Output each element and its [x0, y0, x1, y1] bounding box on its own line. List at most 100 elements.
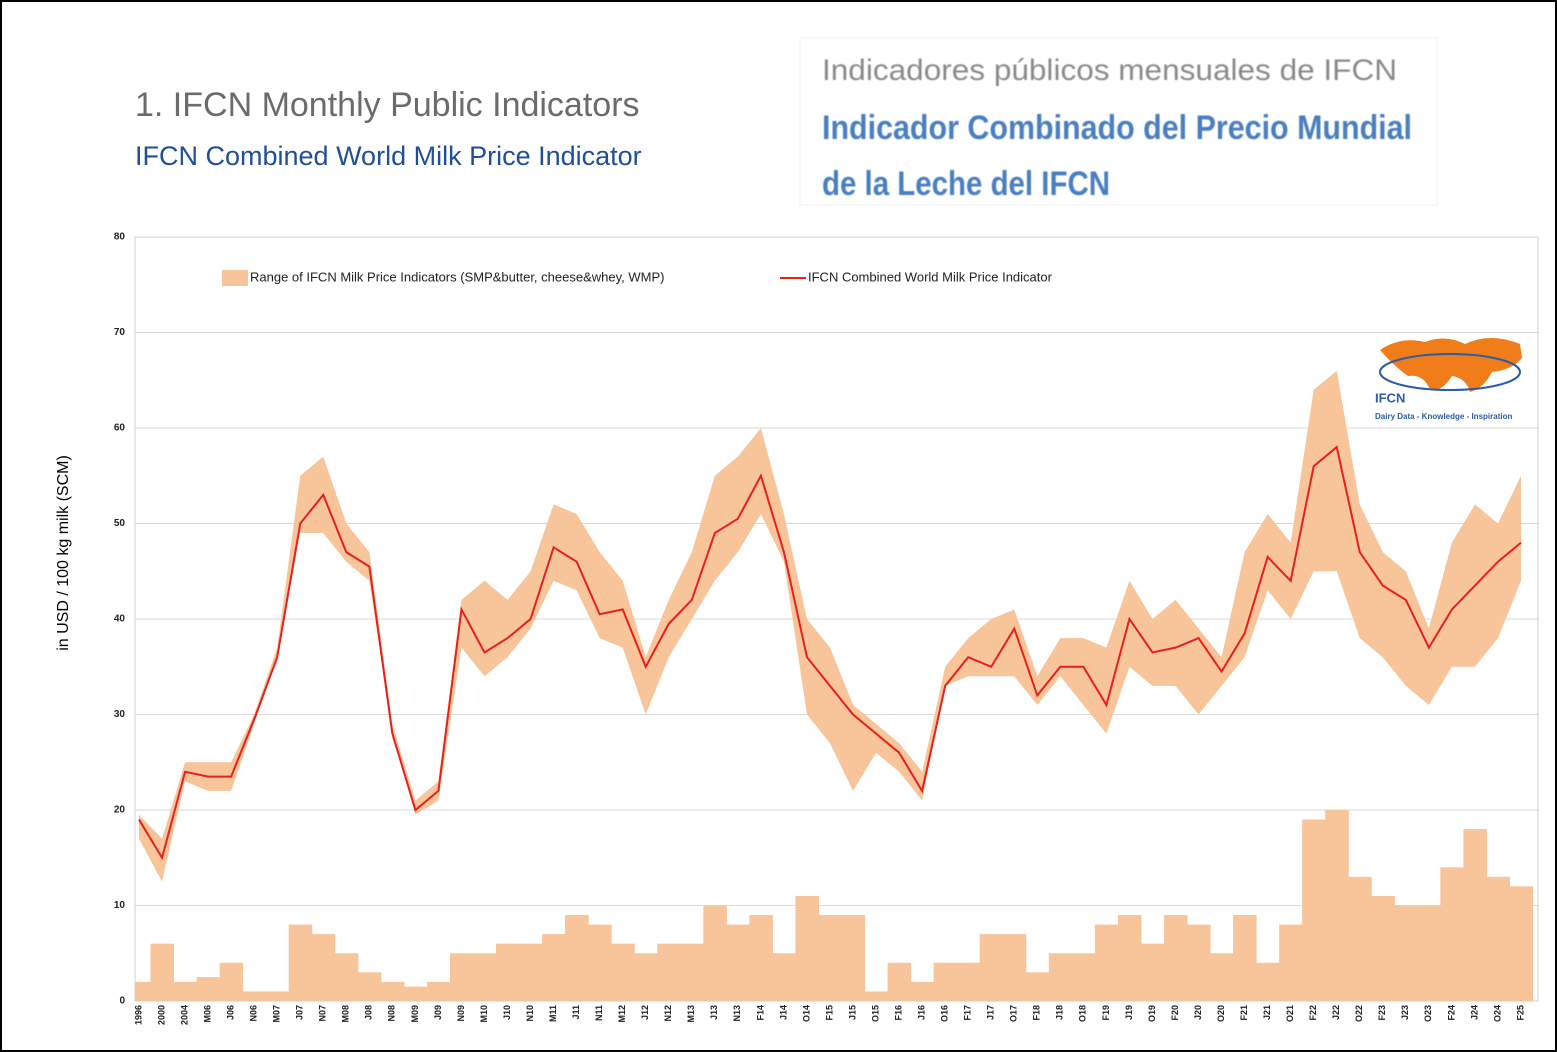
translation-line: de la Leche del IFCN	[822, 165, 1110, 203]
translation-box	[799, 37, 1438, 206]
x-tick-label: N06	[249, 1005, 259, 1022]
bar	[979, 934, 1004, 1001]
x-tick-label: M08	[341, 1005, 351, 1023]
x-tick-label: M10	[479, 1005, 489, 1023]
x-tick-label: J14	[778, 1005, 788, 1020]
bar	[334, 953, 359, 1001]
bar	[311, 934, 336, 1001]
x-tick-label: M07	[272, 1005, 282, 1023]
bar	[1440, 867, 1464, 1001]
x-tick-label: J06	[226, 1005, 236, 1020]
bar	[1233, 915, 1257, 1001]
bar	[426, 981, 451, 1001]
y-tick-label: 60	[114, 423, 126, 434]
x-tick-label: O21	[1285, 1005, 1295, 1022]
bar	[887, 962, 912, 1001]
bar	[933, 962, 958, 1001]
bar	[242, 991, 267, 1001]
x-tick-label: J24	[1469, 1005, 1479, 1020]
bar	[380, 981, 405, 1001]
x-tick-label: O15	[870, 1005, 880, 1022]
translation-line: Indicador Combinado del Precio Mundial	[822, 109, 1412, 147]
logo: IFCN Dairy Data - Knowledge - Inspiratio…	[1375, 338, 1522, 421]
x-tick-label: J21	[1262, 1005, 1272, 1020]
x-tick-label: F20	[1170, 1005, 1180, 1021]
bar	[542, 934, 566, 1001]
bar	[1163, 915, 1188, 1001]
bar	[680, 943, 704, 1001]
bar	[749, 915, 773, 1001]
bar	[150, 943, 175, 1001]
bar	[1279, 924, 1303, 1001]
bar	[219, 962, 244, 1001]
x-tick-label: F16	[893, 1005, 903, 1021]
bar	[1187, 924, 1211, 1001]
y-tick-label: 40	[114, 614, 126, 625]
y-tick-label: 0	[119, 996, 125, 1007]
bar	[634, 953, 658, 1001]
bar	[726, 924, 750, 1001]
bar	[449, 953, 474, 1001]
bar	[519, 943, 543, 1001]
x-tick-label: J11	[571, 1005, 581, 1020]
x-tick-label: N07	[318, 1005, 328, 1022]
bar	[135, 981, 152, 1001]
x-tick-label: J13	[709, 1005, 719, 1020]
bar	[472, 953, 497, 1001]
x-tick-label: F15	[824, 1005, 834, 1021]
x-tick-label: F19	[1101, 1005, 1111, 1021]
bar	[864, 991, 889, 1001]
bar	[1302, 819, 1326, 1001]
x-tick-label: O17	[1009, 1005, 1019, 1022]
y-tick-label: 30	[114, 709, 126, 720]
bar	[1025, 972, 1050, 1001]
bar	[1371, 895, 1395, 1001]
x-tick-label: J08	[364, 1005, 374, 1020]
bar	[1140, 943, 1165, 1001]
bar	[1486, 876, 1510, 1001]
price-line	[138, 445, 1522, 861]
x-tick-label: J22	[1331, 1005, 1341, 1020]
x-tick-label: F18	[1032, 1005, 1042, 1021]
x-tick-label: J23	[1400, 1005, 1410, 1020]
x-tick-label: N10	[525, 1005, 535, 1022]
logo-ring	[1379, 353, 1521, 391]
bar	[703, 905, 727, 1001]
x-tick-label: N11	[594, 1005, 604, 1021]
bar	[772, 953, 796, 1001]
x-tick-label: F25	[1515, 1005, 1525, 1021]
y-tick-label: 20	[114, 805, 126, 816]
x-tick-label: M12	[617, 1005, 627, 1023]
range-band	[139, 370, 1521, 882]
legend-label: Range of IFCN Milk Price Indicators (SMP…	[250, 269, 664, 284]
x-tick-label: 2000	[156, 1005, 166, 1025]
bar	[1417, 905, 1441, 1001]
x-tick-label: J19	[1124, 1005, 1134, 1020]
x-tick-label: N09	[456, 1005, 466, 1022]
bar	[1463, 829, 1487, 1001]
bar	[1002, 934, 1027, 1001]
x-tick-label: F14	[755, 1005, 765, 1021]
bar	[1348, 876, 1372, 1001]
x-tick-label: N12	[663, 1005, 673, 1022]
x-tick-label: F24	[1446, 1005, 1456, 1021]
x-tick-label: O23	[1423, 1005, 1433, 1022]
bar	[910, 981, 935, 1001]
legend-label: IFCN Combined World Milk Price Indicator	[808, 269, 1053, 284]
x-tick-label: M06	[202, 1005, 212, 1023]
logo-globe	[1380, 338, 1522, 392]
bar	[496, 943, 520, 1001]
y-axis-label: in USD / 100 kg milk (SCM)	[55, 455, 72, 651]
y-tick-label: 80	[114, 232, 126, 243]
x-tick-label: O18	[1078, 1005, 1088, 1022]
x-tick-label: 1996	[133, 1005, 143, 1025]
x-tick-label: O14	[801, 1005, 811, 1022]
x-tick-label: J07	[295, 1005, 305, 1020]
x-tick-label: F22	[1308, 1005, 1318, 1021]
bar	[288, 924, 313, 1001]
plot	[135, 370, 1534, 1001]
x-tick-label: N08	[387, 1005, 397, 1022]
bar	[956, 962, 981, 1001]
translation-line: Indicadores públicos mensuales de IFCN	[822, 54, 1397, 87]
